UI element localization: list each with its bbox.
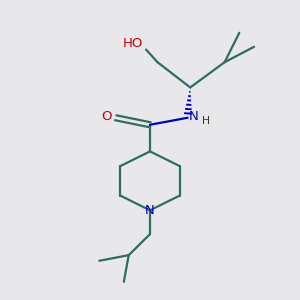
Text: O: O — [101, 110, 112, 123]
Text: H: H — [202, 116, 210, 126]
Text: N: N — [145, 204, 155, 218]
Text: N: N — [189, 110, 198, 123]
Text: HO: HO — [123, 37, 143, 50]
